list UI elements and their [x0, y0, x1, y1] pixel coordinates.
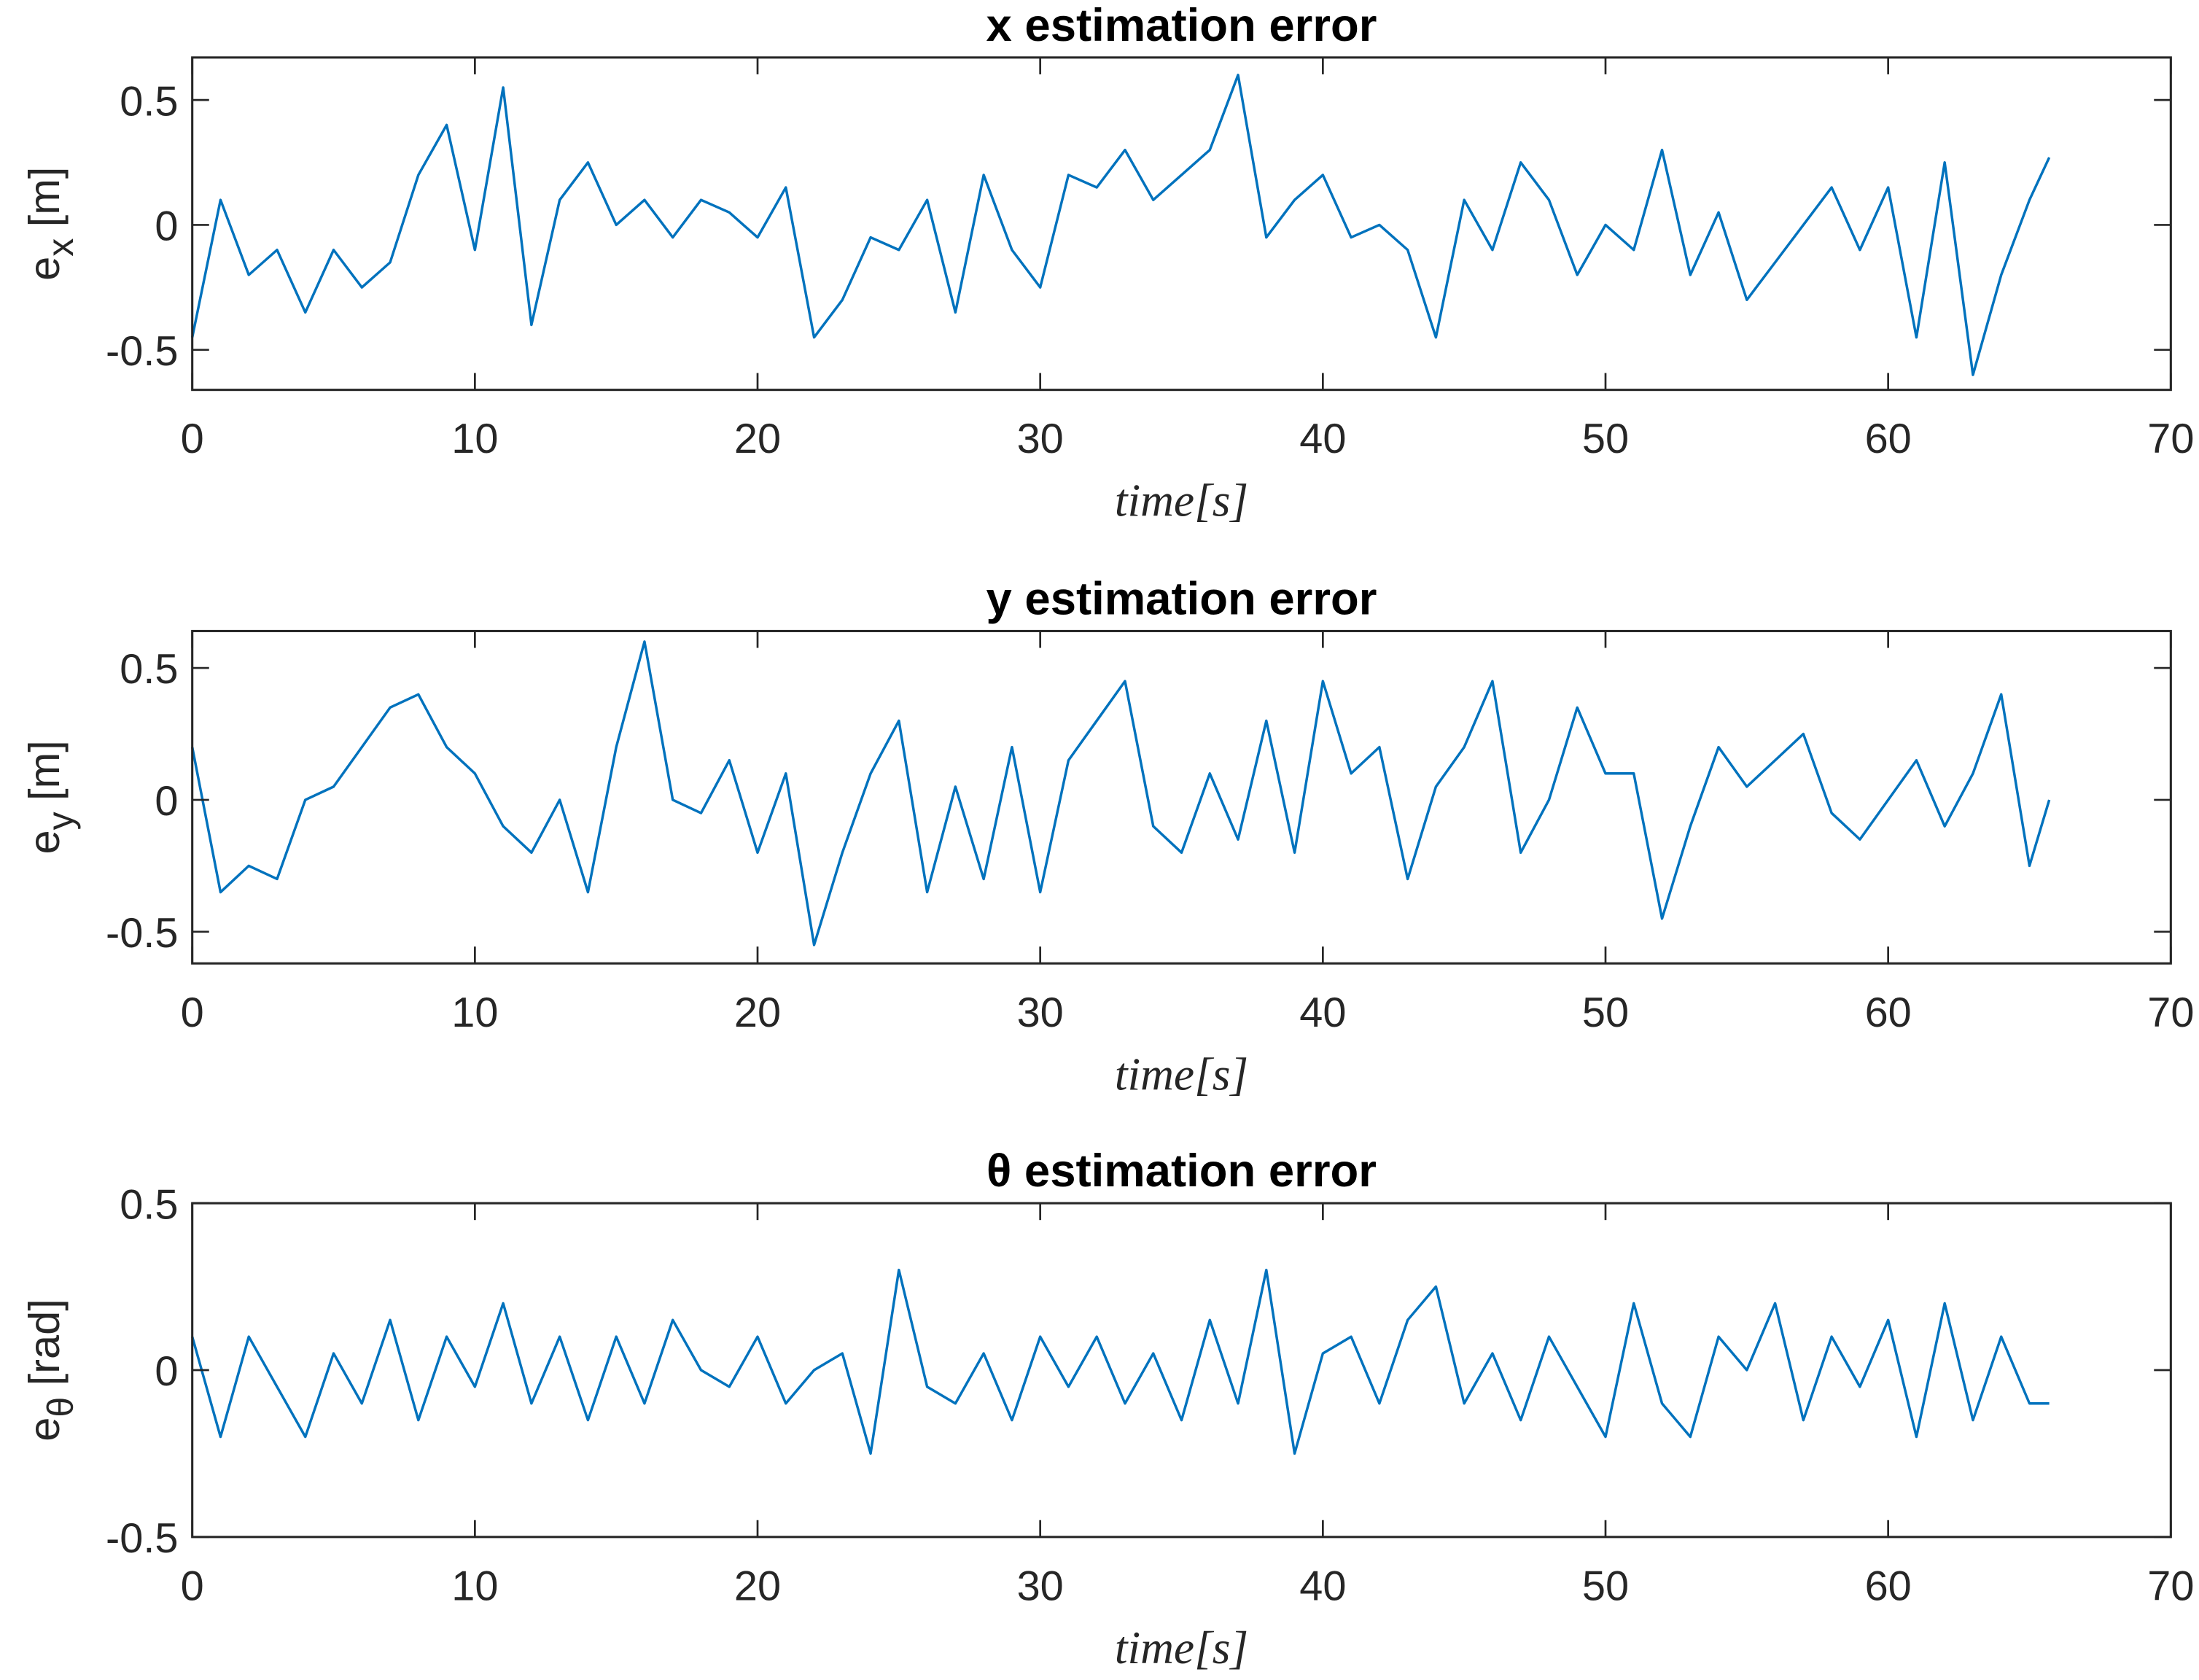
x-tick-label: 0: [181, 1563, 204, 1609]
x-tick-label: 70: [2147, 1563, 2194, 1609]
plot-area: [192, 631, 2171, 964]
x-tick-label: 30: [1017, 1563, 1064, 1609]
x-axis-label: time[s]: [1115, 1622, 1248, 1673]
plot-area: [192, 1203, 2171, 1537]
x-tick-label: 60: [1865, 1563, 1912, 1609]
x-axis-label: time[s]: [1115, 1048, 1248, 1100]
y-tick-label: 0.5: [120, 646, 178, 693]
x-tick-label: 10: [451, 989, 498, 1036]
data-line: [190, 74, 2051, 376]
y-label-unit: [m]: [20, 167, 69, 228]
x-tick-label: 20: [734, 416, 781, 462]
y-tick-label: 0.5: [120, 78, 178, 125]
x-tick-label: 40: [1299, 989, 1346, 1036]
x-tick-label: 20: [734, 989, 781, 1036]
y-axis-label: eθ [rad]: [20, 1299, 81, 1442]
x-tick-label: 10: [451, 416, 498, 462]
y-tick-label: 0: [155, 778, 178, 825]
y-tick-label: -0.5: [106, 328, 178, 375]
y-tick-label: 0.5: [120, 1181, 178, 1228]
y-label-sub: θ: [40, 1397, 81, 1418]
axes: 0 10 20 30 40 50 60 70-0.500.5θ estimation erro…: [20, 1146, 2194, 1673]
axes: 0 10 20 30 40 50 60 70-0.500.5y estimation erro…: [20, 573, 2194, 1100]
y-axis-label: ey [m]: [20, 740, 81, 854]
x-tick-label: 40: [1299, 416, 1346, 462]
y-tick-label: 0: [155, 203, 178, 250]
x-tick-label: 20: [734, 1563, 781, 1609]
y-label-unit: [rad]: [20, 1299, 69, 1385]
x-tick-label: 30: [1017, 989, 1064, 1036]
chart-title: θ estimation error: [986, 1146, 1377, 1197]
chart-title: x estimation error: [986, 0, 1377, 51]
data-line: [191, 1268, 2050, 1455]
x-tick-label: 10: [451, 1563, 498, 1609]
axes: 0 10 20 30 40 50 60 70-0.500.5x estimation erro…: [20, 0, 2194, 526]
y-tick-label: -0.5: [106, 910, 178, 957]
y-label-sub: x: [40, 238, 81, 257]
y-label-main: e: [20, 830, 69, 854]
x-tick-label: 30: [1017, 416, 1064, 462]
y-label-sub: y: [40, 812, 81, 830]
y-axis-label: ex [m]: [20, 167, 81, 281]
x-tick-label: 70: [2147, 989, 2194, 1036]
plot-area: [192, 57, 2171, 390]
x-tick-label: 60: [1865, 416, 1912, 462]
x-tick-label: 50: [1582, 989, 1629, 1036]
x-tick-label: 0: [181, 989, 204, 1036]
axes-box: [191, 629, 2172, 965]
data-line: [190, 640, 2051, 946]
x-tick-label: 0: [181, 416, 204, 462]
y-label-main: e: [20, 1418, 69, 1442]
axes-box: [191, 56, 2172, 392]
x-tick-label: 60: [1865, 989, 1912, 1036]
x-axis-label: time[s]: [1115, 475, 1248, 526]
y-label-unit: [m]: [20, 740, 69, 801]
x-tick-label: 40: [1299, 1563, 1346, 1609]
x-tick-label: 70: [2147, 416, 2194, 462]
x-tick-label: 50: [1582, 1563, 1629, 1609]
y-tick-label: -0.5: [106, 1515, 178, 1562]
x-tick-label: 50: [1582, 416, 1629, 462]
chart-title: y estimation error: [986, 573, 1377, 624]
y-tick-label: 0: [155, 1348, 178, 1395]
y-label-main: e: [20, 257, 69, 281]
